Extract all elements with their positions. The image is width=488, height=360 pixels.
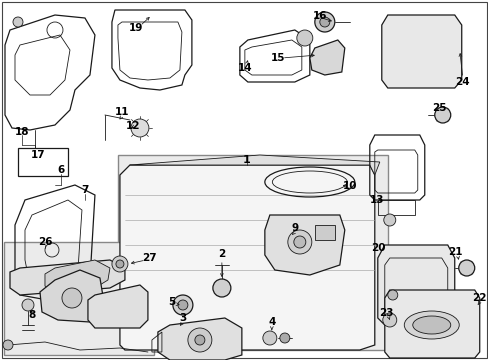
Text: 5: 5 bbox=[168, 297, 175, 307]
Text: 9: 9 bbox=[291, 223, 298, 233]
Text: 8: 8 bbox=[28, 310, 36, 320]
Bar bbox=[4, 242, 154, 355]
Bar bbox=[314, 225, 334, 240]
Circle shape bbox=[195, 335, 204, 345]
Text: 22: 22 bbox=[471, 293, 486, 303]
Text: 10: 10 bbox=[342, 181, 356, 191]
Polygon shape bbox=[264, 215, 344, 275]
Circle shape bbox=[296, 30, 312, 46]
Circle shape bbox=[382, 313, 396, 327]
Circle shape bbox=[319, 17, 329, 27]
Polygon shape bbox=[377, 245, 454, 325]
Text: 25: 25 bbox=[431, 103, 446, 113]
Text: 13: 13 bbox=[369, 195, 383, 205]
Circle shape bbox=[22, 299, 34, 311]
Text: 18: 18 bbox=[15, 127, 29, 137]
Text: 26: 26 bbox=[38, 237, 52, 247]
Text: 21: 21 bbox=[447, 247, 462, 257]
Circle shape bbox=[112, 256, 128, 272]
Text: 23: 23 bbox=[379, 308, 393, 318]
Text: 11: 11 bbox=[115, 107, 129, 117]
Text: 24: 24 bbox=[454, 77, 469, 87]
Polygon shape bbox=[40, 270, 105, 322]
Circle shape bbox=[212, 279, 230, 297]
Text: 17: 17 bbox=[31, 150, 45, 160]
Text: 15: 15 bbox=[270, 53, 285, 63]
Text: 19: 19 bbox=[128, 23, 143, 33]
Circle shape bbox=[187, 328, 211, 352]
Polygon shape bbox=[10, 260, 124, 295]
Text: 3: 3 bbox=[179, 313, 186, 323]
Circle shape bbox=[434, 107, 450, 123]
Bar bbox=[118, 155, 387, 350]
Circle shape bbox=[116, 260, 123, 268]
Circle shape bbox=[3, 340, 13, 350]
Text: 20: 20 bbox=[371, 243, 385, 253]
Ellipse shape bbox=[404, 311, 458, 339]
Bar bbox=[18, 148, 68, 176]
Circle shape bbox=[279, 333, 289, 343]
Text: 14: 14 bbox=[237, 63, 252, 73]
Text: 2: 2 bbox=[218, 249, 225, 259]
Text: 27: 27 bbox=[142, 253, 157, 263]
Text: 16: 16 bbox=[312, 11, 326, 21]
Circle shape bbox=[178, 300, 187, 310]
Circle shape bbox=[293, 236, 305, 248]
Circle shape bbox=[314, 12, 334, 32]
Text: 12: 12 bbox=[125, 121, 140, 131]
Circle shape bbox=[62, 288, 82, 308]
Polygon shape bbox=[309, 40, 344, 75]
Polygon shape bbox=[45, 260, 110, 292]
Circle shape bbox=[287, 230, 311, 254]
Circle shape bbox=[458, 260, 474, 276]
Polygon shape bbox=[158, 318, 242, 360]
Circle shape bbox=[387, 290, 397, 300]
Circle shape bbox=[13, 17, 23, 27]
Ellipse shape bbox=[412, 316, 450, 334]
Circle shape bbox=[263, 331, 276, 345]
Polygon shape bbox=[130, 155, 379, 175]
Circle shape bbox=[131, 119, 149, 137]
Polygon shape bbox=[381, 15, 461, 88]
Text: 6: 6 bbox=[57, 165, 64, 175]
Text: 1: 1 bbox=[243, 155, 250, 165]
Polygon shape bbox=[88, 285, 147, 328]
Circle shape bbox=[173, 295, 192, 315]
Text: 4: 4 bbox=[267, 317, 275, 327]
Polygon shape bbox=[120, 165, 374, 350]
Text: 7: 7 bbox=[81, 185, 88, 195]
Circle shape bbox=[383, 214, 395, 226]
Polygon shape bbox=[384, 290, 479, 358]
